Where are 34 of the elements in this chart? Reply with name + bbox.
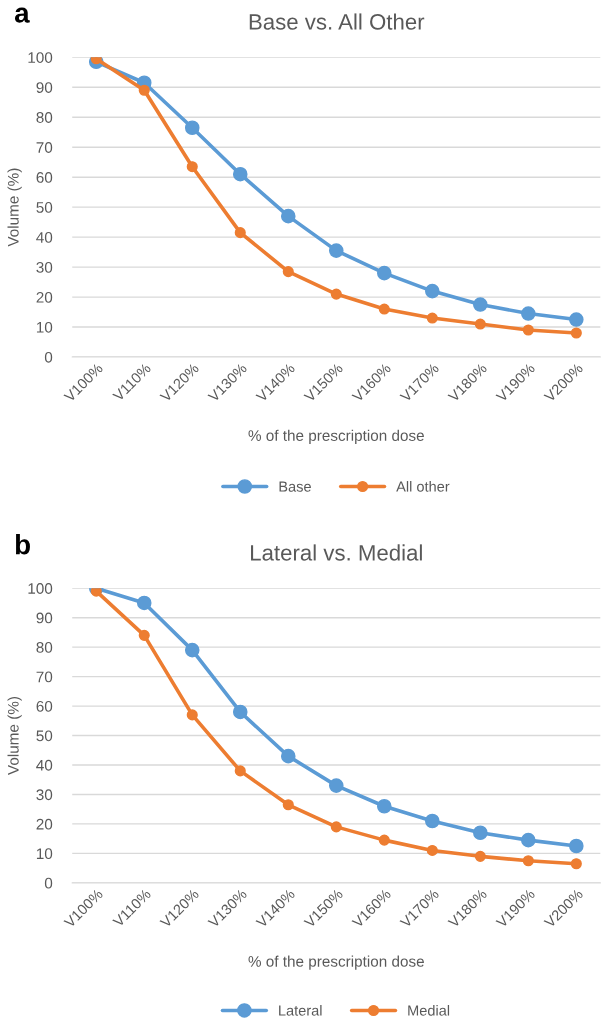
- y-tick-label: 10: [36, 321, 53, 333]
- x-axis-title: % of the prescription dose: [248, 429, 424, 444]
- y-tick-label: 40: [36, 232, 53, 243]
- y-tick-label: 0: [44, 351, 53, 363]
- y-axis-title: Volume (%): [7, 697, 22, 775]
- y-tick-label: 50: [36, 202, 53, 213]
- legend-label: All other: [396, 481, 450, 492]
- text: a: [14, 7, 30, 23]
- legend-label: Lateral: [279, 1004, 322, 1016]
- y-tick-label: 80: [36, 112, 53, 123]
- x-axis-title: % of the prescription dose: [248, 955, 424, 970]
- y-tick-label: 90: [36, 612, 53, 624]
- y-tick-label: 20: [36, 818, 53, 830]
- y-tick-label: 20: [36, 291, 53, 303]
- text: b: [15, 534, 30, 555]
- chart-title: Lateral vs. Medial: [251, 544, 422, 561]
- y-tick-label: 10: [36, 848, 53, 860]
- y-tick-label: 0: [44, 877, 53, 889]
- y-tick-label: 30: [36, 789, 53, 801]
- y-tick-label: 70: [36, 142, 53, 153]
- chart-title: Base vs. All Other: [249, 13, 425, 30]
- y-tick-label: 30: [36, 261, 53, 273]
- legend-label: Base: [279, 481, 311, 492]
- y-tick-label: 70: [36, 671, 53, 683]
- y-tick-label: 90: [36, 82, 53, 93]
- y-tick-label: 50: [36, 730, 53, 742]
- y-tick-label: 60: [36, 700, 53, 712]
- y-tick-label: 80: [36, 642, 53, 653]
- legend-label: Medial: [408, 1004, 450, 1016]
- y-tick-label: 60: [36, 172, 53, 183]
- y-tick-label: 40: [36, 759, 53, 771]
- y-tick-label: 100: [28, 52, 53, 63]
- y-tick-label: 100: [28, 583, 53, 594]
- y-axis-title: Volume (%): [7, 168, 22, 247]
